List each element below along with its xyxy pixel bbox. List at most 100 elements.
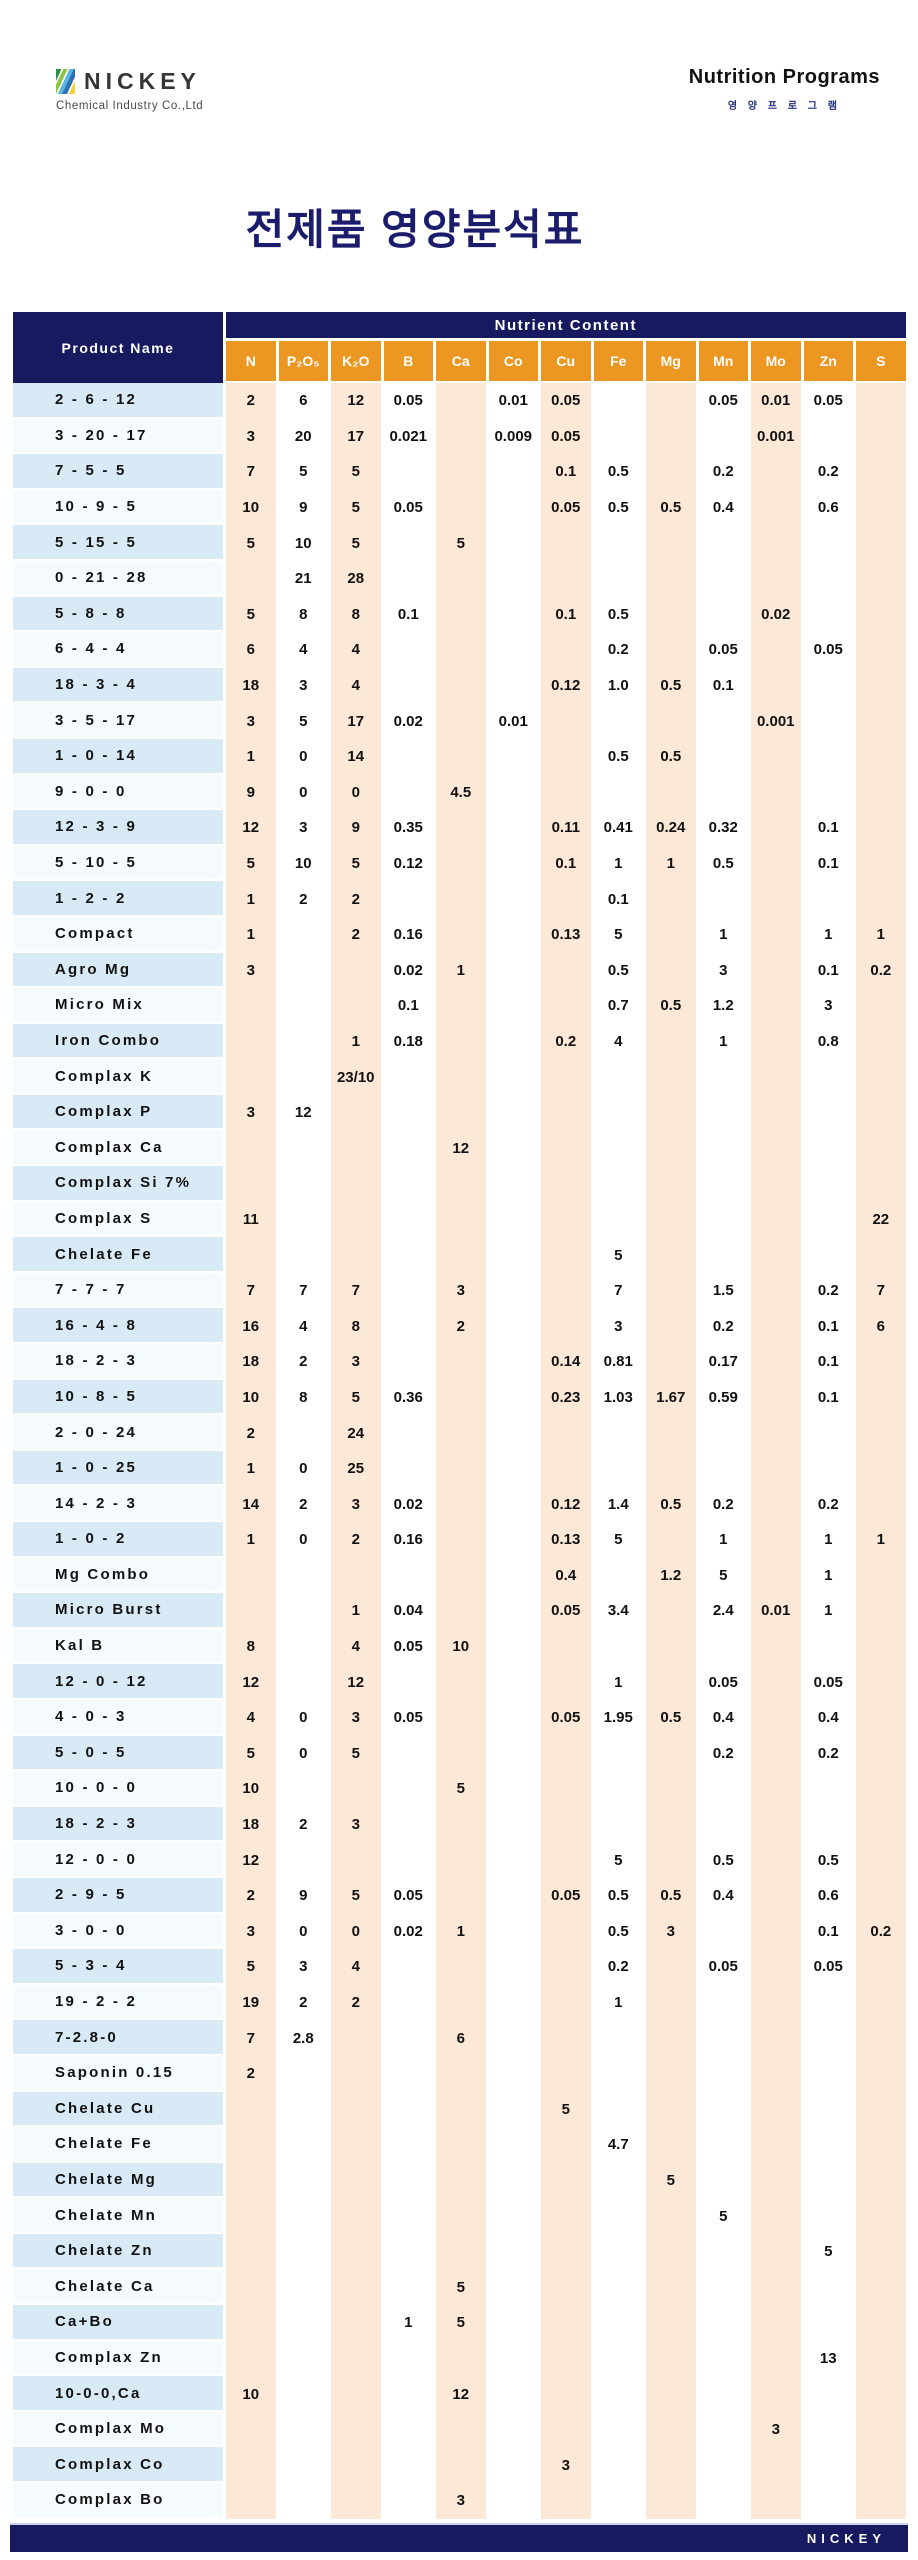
product-name-cell: Ca+Bo [13,2305,223,2341]
nutrient-value-cell: 10 [226,1379,276,1416]
nutrient-value-cell [856,703,906,739]
nutrient-value-cell [278,2447,328,2484]
nutrient-value-cell [751,1237,801,1273]
nutrient-value-cell [278,916,328,953]
nutrient-value-cell [278,1628,328,1665]
nutrient-value-cell [593,2233,643,2270]
table-row: 14 - 2 - 3 14 2 3 0.02 0.12 1.4 0.5 0.2 0.2 [13,1486,906,1522]
product-name-cell: 5 - 15 - 5 [13,525,223,561]
product-name-cell: Chelate Fe [13,1237,223,1273]
nutrient-value-cell: 17 [331,703,381,739]
nutrient-value-cell [331,2127,381,2163]
nutrient-value-cell: 5 [226,1735,276,1772]
nutrient-value-cell [856,2055,906,2092]
product-name-cell: 1 - 0 - 14 [13,738,223,775]
nutrient-value-cell [331,2340,381,2377]
nutrient-value-cell [698,1237,748,1273]
nutrient-value-cell: 1 [856,916,906,953]
nutrient-value-cell [541,988,591,1024]
nutrient-value-cell [331,2447,381,2484]
nutrient-value-cell: 5 [278,703,328,739]
nutrient-value-cell [646,1771,696,1807]
nutrient-value-cell [488,1415,538,1451]
nutrient-value-cell [646,418,696,455]
nutrient-value-cell: 0.14 [541,1344,591,1380]
nutrient-value-cell [803,881,853,917]
nutrient-value-cell [541,1166,591,1202]
nutrient-value-cell [383,2376,433,2412]
nutrient-value-cell [856,1486,906,1522]
nutrient-value-cell [698,1628,748,1665]
nutrient-value-cell: 0.5 [646,988,696,1024]
table-row: 3 - 5 - 17 3 5 17 0.02 0.01 0.001 [13,703,906,739]
nutrient-value-cell [646,1237,696,1273]
nutrient-value-cell [856,2340,906,2377]
nutrient-value-cell: 3 [803,988,853,1024]
nutrient-value-cell [698,2233,748,2270]
nutrient-value-cell [856,667,906,704]
nutrient-value-cell [488,2091,538,2128]
product-name-cell: Chelate Zn [13,2233,223,2270]
nutrient-value-cell: 0.1 [803,1344,853,1380]
nutrient-value-cell [226,2305,276,2341]
page-title: 전제품 영양분석표 [245,206,585,253]
nutrient-value-cell: 12 [278,1094,328,1131]
nutrient-value-cell: 0.23 [541,1379,591,1416]
nutrient-value-cell [698,2055,748,2092]
nutrient-value-cell [488,1059,538,1095]
nutrient-value-cell [646,881,696,917]
nutrient-value-cell [856,1094,906,1131]
nutrient-value-cell [383,1735,433,1772]
nutrient-value-cell [698,2340,748,2377]
nutrient-value-cell: 1 [226,738,276,775]
nutrient-value-cell: 5 [698,2198,748,2234]
product-name-cell: 1 - 0 - 25 [13,1450,223,1487]
nutrient-value-cell [383,1984,433,2021]
nutrient-value-cell [698,1806,748,1843]
nutrient-value-cell [751,1272,801,1309]
nutrient-value-cell [488,1664,538,1700]
nutrient-value-cell [751,632,801,668]
nutrient-value-cell: 5 [331,1735,381,1772]
nutrient-value-cell: 5 [803,2233,853,2270]
nutrient-value-cell [541,1771,591,1807]
nutrient-value-cell [278,2091,328,2128]
nutrient-value-cell [751,1308,801,1345]
nutrient-value-cell [383,1094,433,1131]
nutrient-value-cell [436,1522,486,1558]
nutrient-value-cell [541,632,591,668]
nutrient-value-cell [803,2447,853,2484]
nutrient-value-cell: 0.16 [383,916,433,953]
nutrient-value-cell: 1.2 [646,1557,696,1594]
nutrient-value-cell [488,1130,538,1167]
nutrient-value-cell: 0.5 [646,1486,696,1522]
nutrient-value-cell [646,2055,696,2092]
nutrient-value-cell: 5 [541,2091,591,2128]
nutrient-value-cell [488,1522,538,1558]
nutrient-value-cell: 0.2 [803,1272,853,1309]
nutrient-value-cell [383,2055,433,2092]
nutrient-value-cell: 1 [803,1593,853,1629]
nutrient-value-cell [436,1842,486,1878]
nutrient-value-cell [331,2411,381,2448]
nutrient-value-cell: 8 [226,1628,276,1665]
nutrient-value-cell [383,1308,433,1345]
table-row: Chelate Ca 5 [13,2269,906,2306]
nutrient-value-cell: 8 [278,596,328,633]
nutrient-value-cell [856,2233,906,2270]
nutrient-value-cell [751,2305,801,2341]
nutrient-value-cell [383,1450,433,1487]
nutrient-value-cell: 0.12 [541,1486,591,1522]
product-name-cell: 3 - 0 - 0 [13,1913,223,1950]
table-row: 10 - 0 - 0 10 5 [13,1771,906,1807]
table-row: 12 - 0 - 12 12 12 1 0.05 0.05 [13,1664,906,1700]
nutrient-value-cell [803,2055,853,2092]
nutrient-value-cell [803,738,853,775]
nutrient-value-cell: 0.05 [541,1699,591,1736]
nutrient-value-cell [488,1486,538,1522]
nutrient-value-cell [331,1130,381,1167]
product-name-cell: Complax Co [13,2447,223,2484]
column-header-1: P₂O₅ [278,341,328,383]
nutrient-value-cell: 12 [226,810,276,846]
nutrient-value-cell: 3 [278,1949,328,1985]
